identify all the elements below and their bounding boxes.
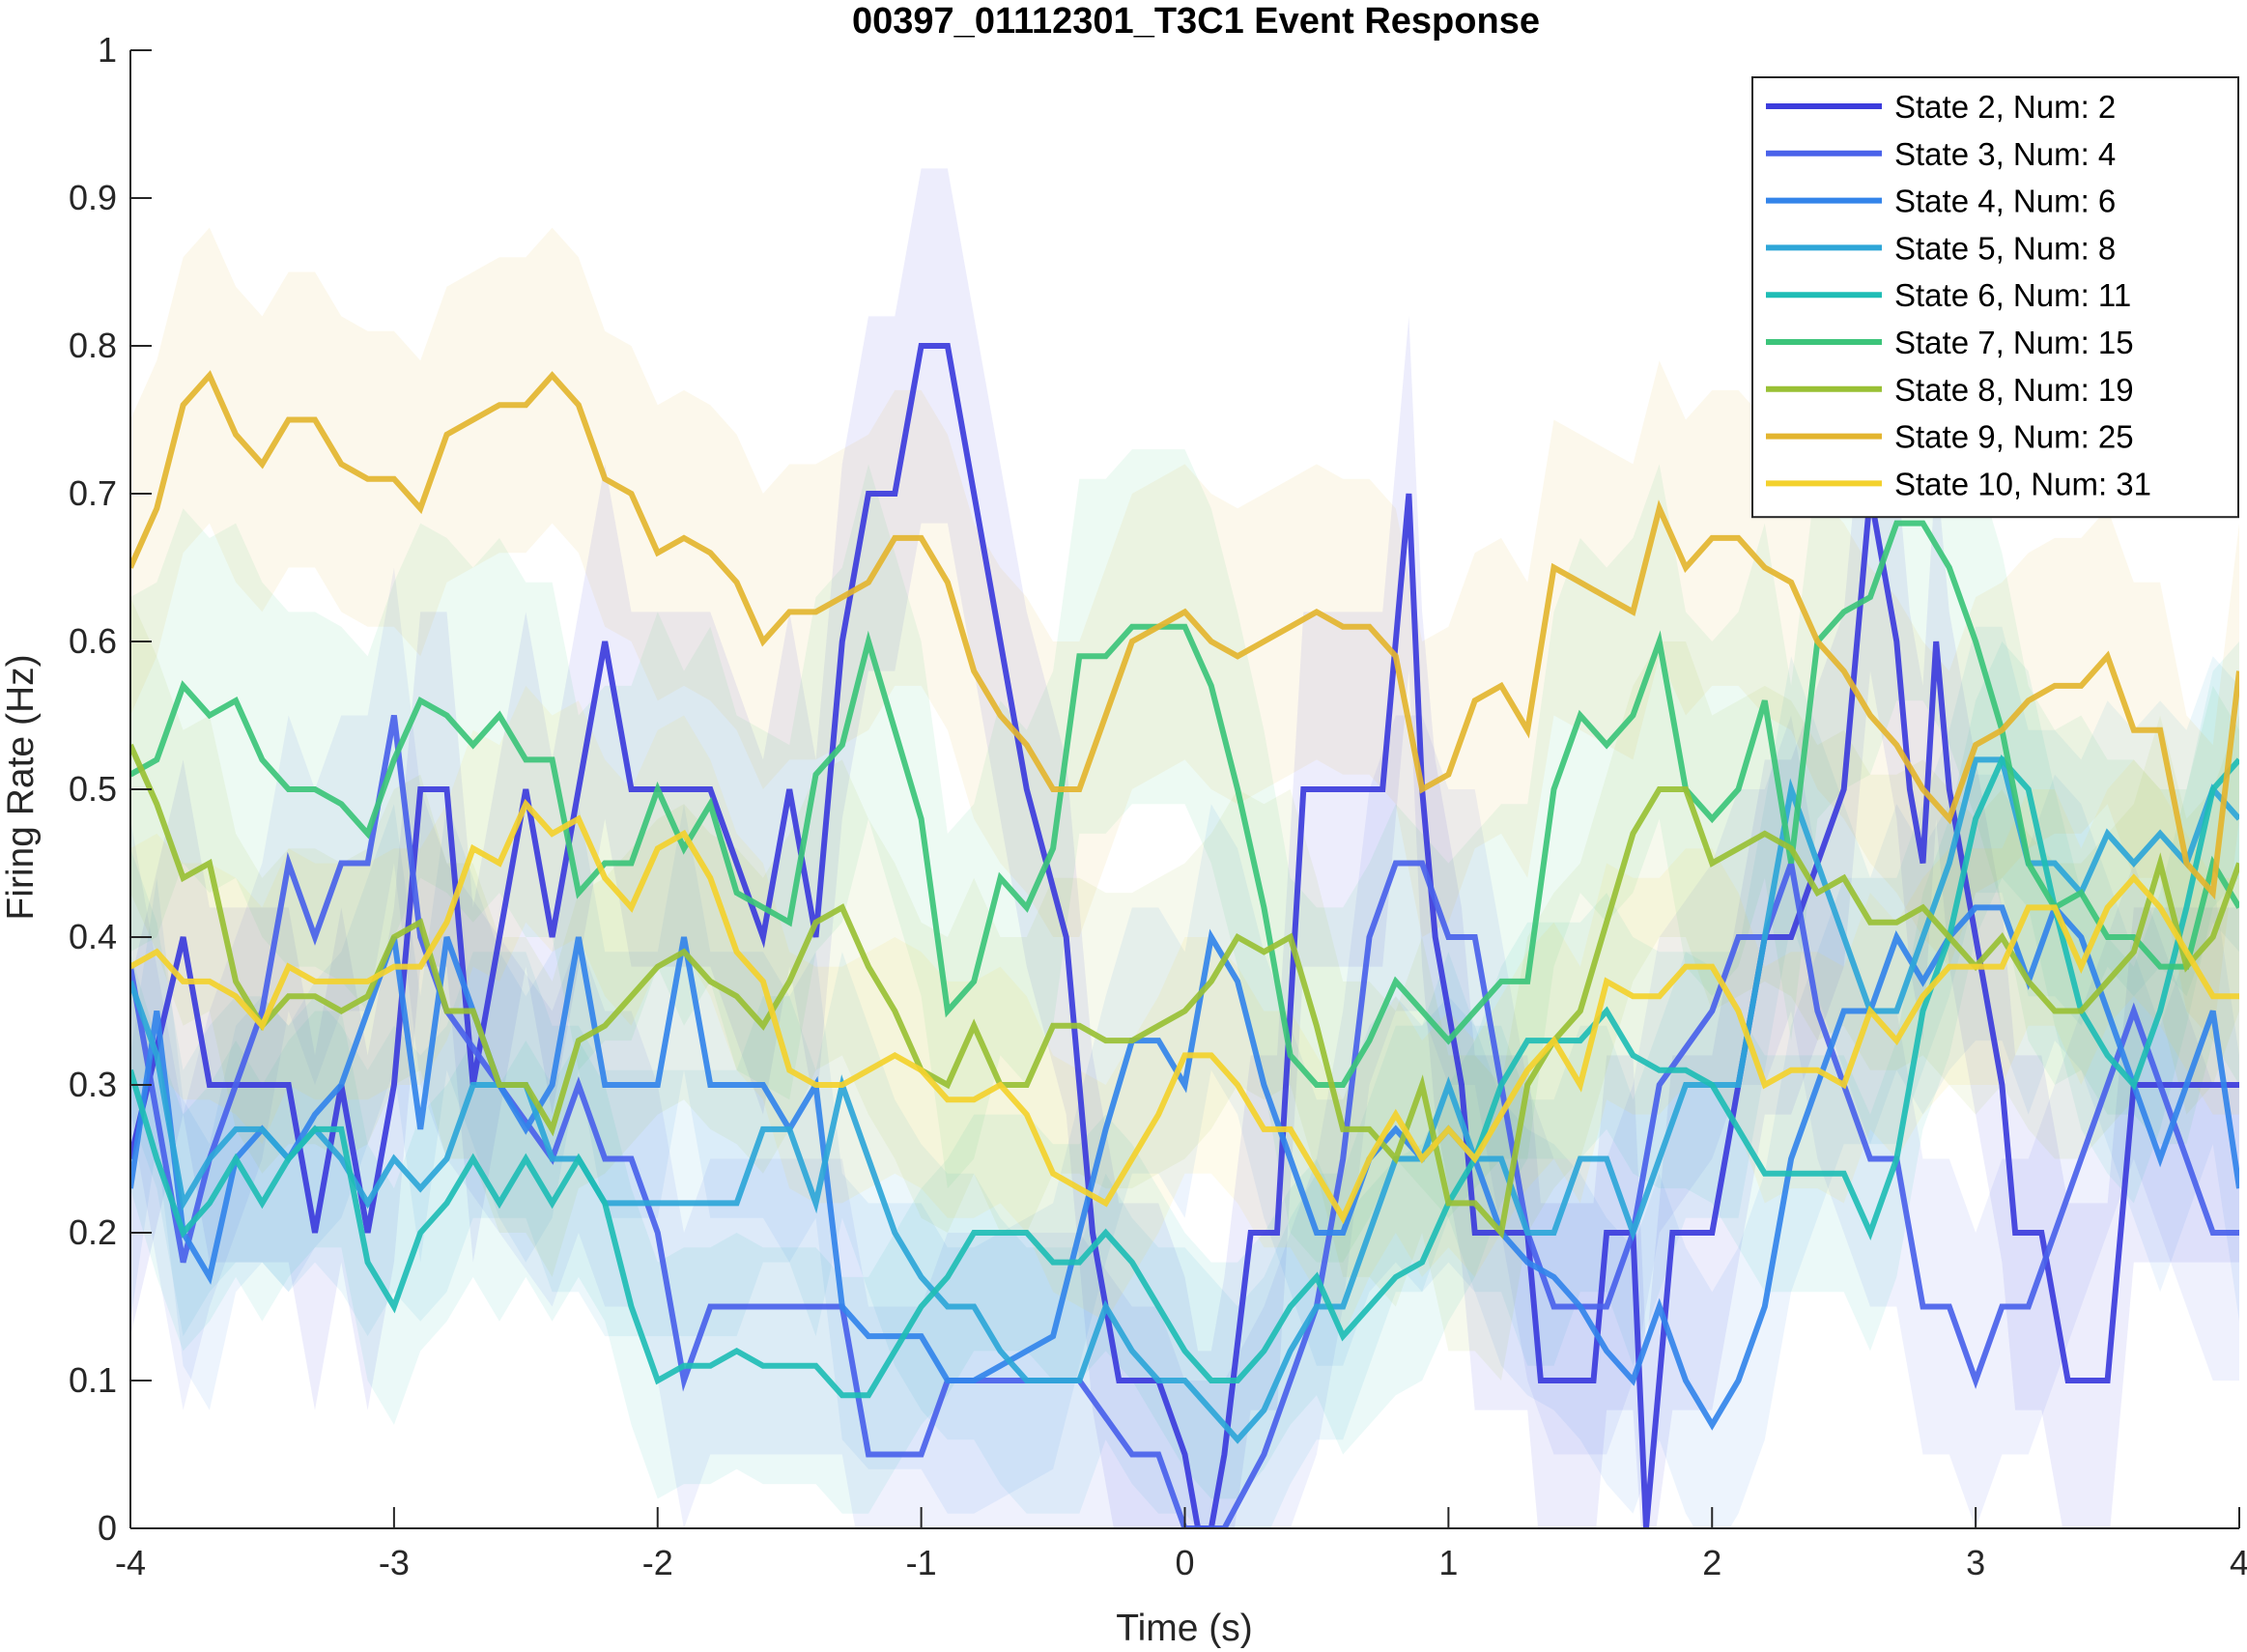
y-tick-label: 0.7 (69, 473, 117, 513)
legend-entry: State 6, Num: 11 (1894, 277, 2131, 313)
y-tick-label: 0.8 (69, 326, 117, 365)
error-band-8 (130, 227, 2239, 1041)
x-tick-label: -2 (642, 1543, 673, 1582)
x-tick-label: 4 (2230, 1543, 2247, 1582)
plot-area (130, 168, 2239, 1528)
y-tick-label: 1 (98, 30, 117, 70)
error-band-1 (130, 168, 2239, 1528)
x-tick-label: 2 (1702, 1543, 1721, 1582)
y-tick-label: 0.5 (69, 769, 117, 809)
series-line-6 (130, 520, 2239, 1088)
legend-entry: State 8, Num: 19 (1894, 372, 2134, 408)
y-tick-label: 0 (98, 1508, 117, 1548)
error-band-6 (130, 346, 2239, 1263)
x-tick-label: -1 (906, 1543, 937, 1582)
x-tick-label: -3 (379, 1543, 410, 1582)
x-tick-label: 0 (1175, 1543, 1194, 1582)
series-line-8 (130, 370, 2239, 900)
chart-title: 00397_01112301_T3C1 Event Response (852, 1, 1540, 42)
legend-entry: State 3, Num: 4 (1894, 136, 2116, 172)
legend: State 2, Num: 2 State 3, Num: 4 State 4, N… (1751, 76, 2239, 519)
series-line-7 (130, 743, 2239, 1239)
legend-entry: State 10, Num: 31 (1894, 466, 2151, 501)
axes: -4 -3 -2 -1 0 1 2 3 4 0 0.1 0.2 0.3 0.4 0.5 0.6 0.7 0.8 0.… (69, 30, 2247, 1582)
y-tick-label: 0.1 (69, 1360, 117, 1400)
legend-entry: State 7, Num: 15 (1894, 325, 2134, 360)
x-tick-label: 1 (1438, 1543, 1458, 1582)
series-line-4 (130, 756, 2239, 1444)
y-tick-label: 0.3 (69, 1065, 117, 1104)
y-tick-label: 0.4 (69, 917, 117, 956)
error-band-7 (130, 597, 2239, 1381)
error-band-5 (130, 641, 2239, 1514)
series-line-9 (130, 798, 2239, 1225)
series-line-5 (130, 754, 2239, 1399)
y-tick-label: 0.9 (69, 178, 117, 217)
error-band-4 (130, 626, 2239, 1528)
x-tick-label: -4 (115, 1543, 146, 1582)
legend-entry: State 5, Num: 8 (1894, 230, 2116, 266)
error-band-2 (130, 567, 2239, 1528)
y-axis-label: Firing Rate (Hz) (0, 654, 42, 920)
legend-entry: State 9, Num: 25 (1894, 419, 2134, 455)
y-tick-label: 0.2 (69, 1212, 117, 1252)
y-tick-label: 0.6 (69, 621, 117, 661)
legend-entry: State 4, Num: 6 (1894, 184, 2116, 219)
error-band-3 (130, 774, 2239, 1528)
x-tick-label: 3 (1966, 1543, 1985, 1582)
x-axis-label: Time (s) (1116, 1608, 1253, 1649)
legend-entry: State 2, Num: 2 (1894, 89, 2116, 125)
